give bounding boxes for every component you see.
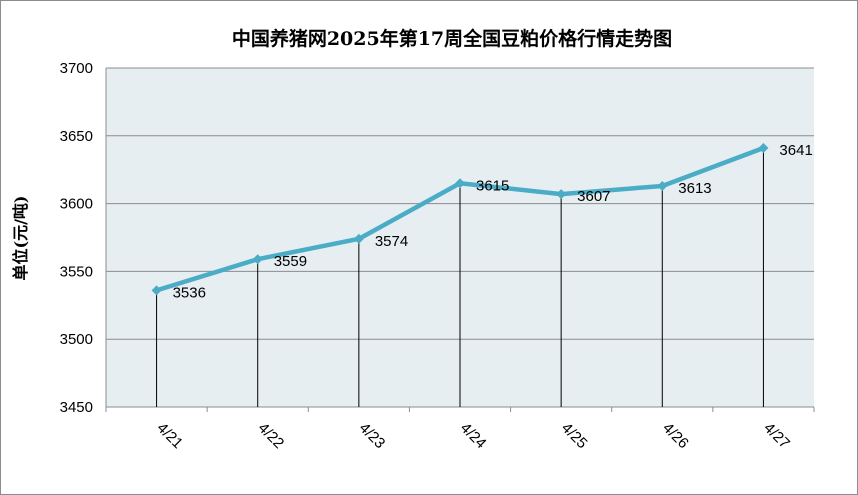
data-point-marker xyxy=(353,233,364,244)
y-tick-label: 3500 xyxy=(60,331,93,348)
y-tick-label: 3600 xyxy=(60,196,93,213)
data-label: 3641 xyxy=(779,142,812,159)
data-point-marker xyxy=(556,189,567,200)
data-point-marker xyxy=(657,180,668,191)
data-point-marker xyxy=(252,254,263,265)
y-tick-label: 3450 xyxy=(60,399,93,416)
data-label: 3574 xyxy=(375,233,408,250)
data-label: 3613 xyxy=(678,180,711,197)
plot-area: 3450 3500 3550 3600 3650 3700 3536 3559 3574 3615… xyxy=(60,60,815,452)
x-tick-label: 4/25 xyxy=(558,419,591,452)
x-tick-label: 4/21 xyxy=(153,419,186,452)
data-label: 3607 xyxy=(577,188,610,205)
y-tick-label: 3700 xyxy=(60,60,93,77)
x-tick-label: 4/24 xyxy=(457,419,490,452)
data-label: 3615 xyxy=(476,177,509,194)
y-tick-label: 3650 xyxy=(60,128,93,145)
x-tick-label: 4/23 xyxy=(356,419,389,452)
data-point-marker xyxy=(151,285,162,296)
data-point-marker xyxy=(455,178,465,189)
data-label: 3559 xyxy=(274,253,307,270)
y-tick-label: 3550 xyxy=(60,263,93,280)
chart-title: 中国养猪网2025年第17周全国豆粕价格行情走势图 xyxy=(232,27,672,50)
x-tick-label: 4/22 xyxy=(255,419,288,452)
x-tick-label: 4/27 xyxy=(760,419,793,452)
x-tick-label: 4/26 xyxy=(659,419,692,452)
data-point-marker xyxy=(758,143,769,154)
data-label: 3536 xyxy=(173,284,206,301)
y-axis-label: 单位(元/吨) xyxy=(11,196,30,281)
